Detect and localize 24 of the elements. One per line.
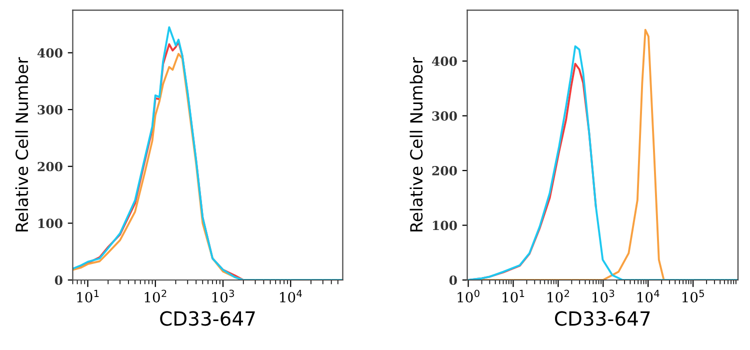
x-tick-label: 10$^{4}$ — [638, 290, 660, 302]
x-tick-label: 10$^{2}$ — [144, 290, 166, 302]
x-tick-label: 10$^{1}$ — [77, 290, 99, 302]
x-tick-label: 10$^{5}$ — [682, 290, 704, 302]
x-tick-label: 10$^{3}$ — [592, 290, 614, 302]
x-tick-label: 10$^{1}$ — [502, 290, 524, 302]
x-axis-title: CD33-647 — [555, 311, 650, 326]
y-tick-label: 400 — [37, 48, 62, 58]
y-axis-title: Relative Cell Number — [410, 57, 423, 232]
y-axis-title: Relative Cell Number — [15, 57, 28, 232]
y-tick-label: 300 — [432, 111, 457, 121]
x-tick-label: 10$^{4}$ — [280, 290, 302, 302]
x-tick-label: 10$^{3}$ — [212, 290, 234, 302]
x-tick-label: 10$^{2}$ — [548, 290, 569, 302]
y-tick-label: 300 — [38, 105, 62, 114]
y-tick-label: 400 — [432, 56, 457, 66]
x-axis-title: CD33-647 — [160, 311, 255, 326]
y-tick-label: 0 — [449, 275, 457, 285]
y-tick-label: 200 — [432, 166, 457, 176]
y-tick-label: 100 — [432, 220, 457, 230]
y-tick-label: 0 — [54, 275, 62, 285]
y-tick-label: 100 — [38, 218, 62, 228]
y-tick-label: 200 — [38, 162, 62, 172]
x-tick-label: 10$^{0}$ — [458, 290, 480, 302]
